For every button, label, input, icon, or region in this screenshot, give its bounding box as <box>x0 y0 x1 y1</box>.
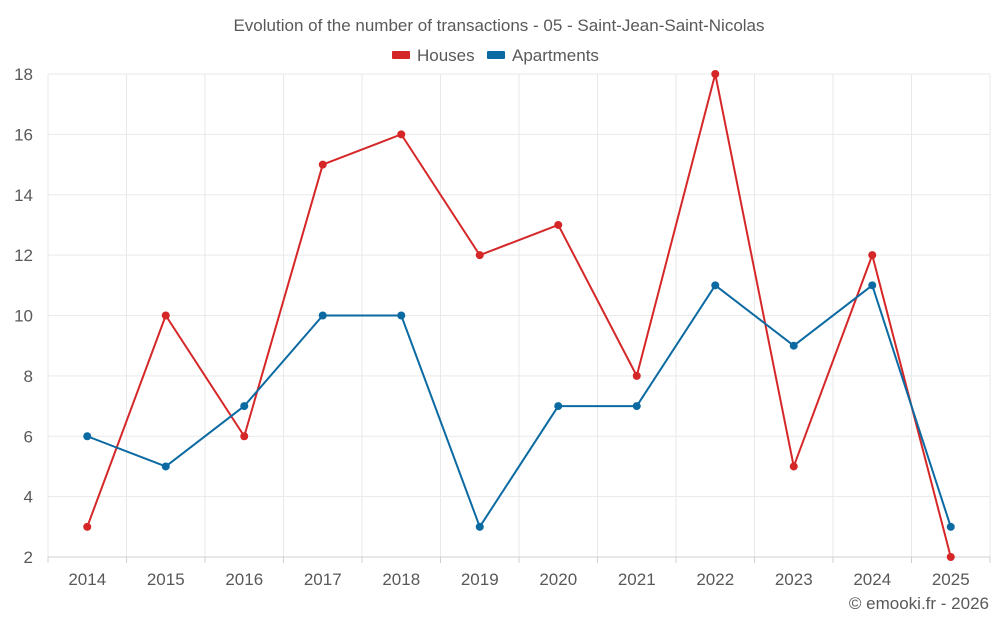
y-tick-label-10: 10 <box>14 307 33 326</box>
y-tick-label-6: 6 <box>24 427 33 446</box>
x-tick-label-2018: 2018 <box>382 570 420 589</box>
data-point-apartments-2015[interactable] <box>161 462 170 471</box>
x-tick-label-2015: 2015 <box>147 570 185 589</box>
legend-item-houses[interactable]: Houses <box>392 46 475 65</box>
data-point-houses-2017[interactable] <box>318 160 327 169</box>
data-point-apartments-2024[interactable] <box>868 281 877 290</box>
series-apartments <box>83 281 955 531</box>
data-point-houses-2016[interactable] <box>240 432 249 441</box>
data-point-houses-2018[interactable] <box>397 130 406 139</box>
data-point-apartments-2018[interactable] <box>397 311 406 320</box>
data-point-houses-2023[interactable] <box>789 462 798 471</box>
data-point-apartments-2020[interactable] <box>554 402 563 411</box>
y-tick-label-16: 16 <box>14 125 33 144</box>
x-tick-label-2024: 2024 <box>853 570 891 589</box>
legend-swatch-apartments <box>487 51 505 59</box>
x-tick-label-2017: 2017 <box>304 570 342 589</box>
data-point-apartments-2021[interactable] <box>632 402 641 411</box>
y-tick-label-12: 12 <box>14 246 33 265</box>
data-point-apartments-2017[interactable] <box>318 311 327 320</box>
x-tick-label-2021: 2021 <box>618 570 656 589</box>
data-point-apartments-2014[interactable] <box>83 432 92 441</box>
y-tick-label-4: 4 <box>24 488 33 507</box>
data-point-apartments-2019[interactable] <box>475 522 484 531</box>
data-point-houses-2022[interactable] <box>711 70 720 78</box>
series <box>83 70 955 561</box>
data-point-houses-2014[interactable] <box>83 522 92 531</box>
legend-swatch-houses <box>392 51 410 59</box>
data-point-houses-2025[interactable] <box>946 553 955 561</box>
y-tick-label-18: 18 <box>14 65 33 84</box>
chart-title: Evolution of the number of transactions … <box>233 16 764 35</box>
y-tick-label-2: 2 <box>24 548 33 567</box>
x-axis-ticks: 2014 2015 2016 2017 2018 2019 2020 2021 2022 2023… <box>68 570 969 589</box>
legend-label-apartments: Apartments <box>512 46 599 65</box>
x-tick-label-2016: 2016 <box>225 570 263 589</box>
series-line-apartments <box>86 284 952 528</box>
data-point-houses-2021[interactable] <box>632 371 641 380</box>
data-point-houses-2019[interactable] <box>475 251 484 260</box>
y-tick-label-14: 14 <box>14 186 33 205</box>
credit-text: © emooki.fr - 2026 <box>849 594 989 613</box>
data-point-houses-2015[interactable] <box>161 311 170 320</box>
legend-item-apartments[interactable]: Apartments <box>487 46 599 65</box>
x-tick-label-2022: 2022 <box>696 570 734 589</box>
x-tick-label-2023: 2023 <box>775 570 813 589</box>
data-point-apartments-2025[interactable] <box>946 522 955 531</box>
data-point-houses-2020[interactable] <box>554 220 563 229</box>
data-point-apartments-2016[interactable] <box>240 402 249 411</box>
y-tick-label-8: 8 <box>24 367 33 386</box>
data-point-houses-2024[interactable] <box>868 251 877 260</box>
x-tick-label-2019: 2019 <box>461 570 499 589</box>
legend-label-houses: Houses <box>417 46 475 65</box>
x-tick-label-2020: 2020 <box>539 570 577 589</box>
legend: Houses Apartments <box>392 46 599 65</box>
data-point-apartments-2023[interactable] <box>789 341 798 350</box>
data-point-apartments-2022[interactable] <box>711 281 720 290</box>
y-axis-ticks: 2 4 6 8 10 12 14 16 18 <box>14 65 33 567</box>
x-tick-label-2014: 2014 <box>68 570 106 589</box>
x-tick-label-2025: 2025 <box>932 570 970 589</box>
